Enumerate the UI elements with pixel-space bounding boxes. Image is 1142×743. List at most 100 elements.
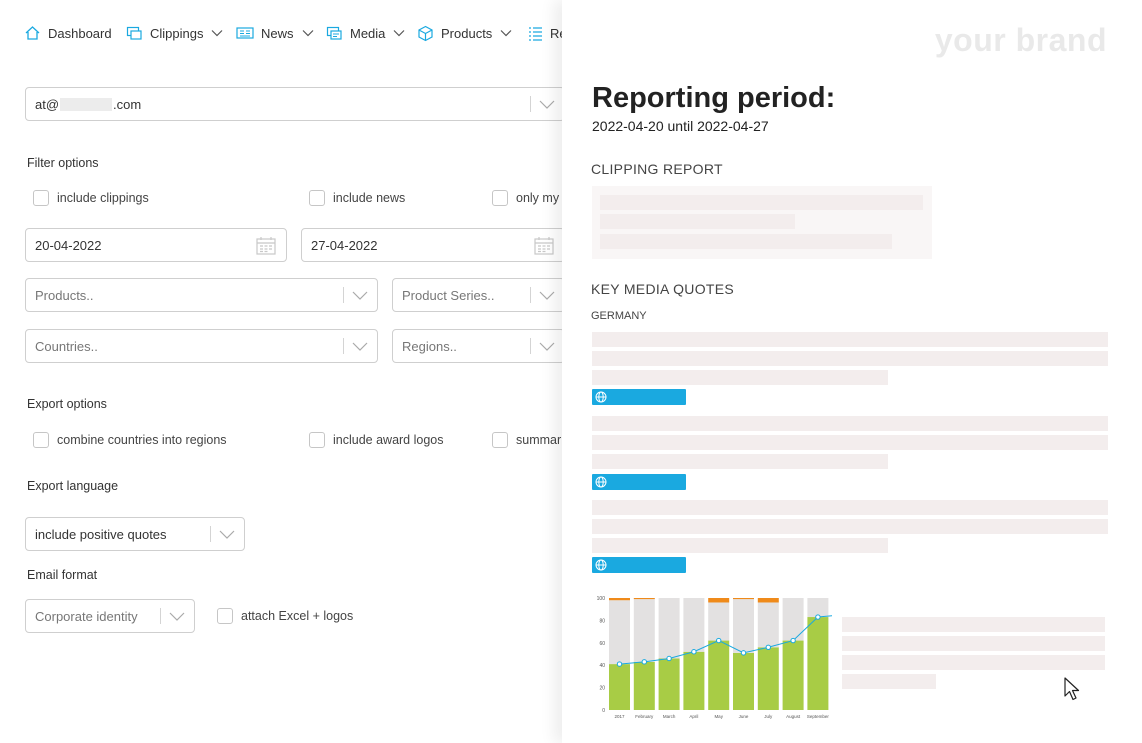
dropdown-toggle[interactable] [343, 279, 377, 311]
checkbox-box[interactable] [309, 190, 325, 206]
bar-segment [757, 602, 779, 648]
chevron-down-icon [539, 100, 555, 109]
source-link-badge[interactable] [592, 389, 686, 405]
y-tick-label: 100 [597, 596, 606, 602]
dropdown-toggle[interactable] [530, 330, 564, 362]
reporting-period-dates: 2022-04-20 until 2022-04-27 [592, 118, 769, 134]
checkbox-label: only my [516, 191, 560, 205]
checkbox-label: combine countries into regions [57, 433, 227, 447]
include-award-logos-checkbox[interactable]: include award logos [309, 432, 444, 448]
x-tick-label: June [739, 714, 749, 719]
bar-segment [609, 600, 630, 665]
nav-products-label: Products [441, 25, 493, 41]
chevron-down-icon [539, 291, 555, 300]
bar-segment [782, 640, 804, 710]
bar-segment [658, 658, 680, 710]
date-from-input[interactable]: 20-04-2022 [25, 228, 287, 262]
country-heading: GERMANY [591, 310, 647, 322]
dropdown-toggle[interactable] [530, 279, 564, 311]
nav-reports[interactable]: Re [528, 24, 567, 42]
bar-segment [757, 647, 779, 710]
media-icon [326, 26, 342, 40]
newspaper-icon [236, 27, 254, 39]
bar-segment [733, 599, 754, 653]
filter-options-title: Filter options [27, 156, 99, 170]
only-my-checkbox[interactable]: only my [492, 190, 559, 206]
dropdown-toggle[interactable] [343, 330, 377, 362]
source-link-badge[interactable] [592, 557, 686, 573]
email-format-value: Corporate identity [35, 609, 138, 624]
chevron-down-icon [212, 30, 223, 37]
products-select[interactable]: Products.. [25, 278, 378, 312]
y-tick-label: 60 [599, 641, 605, 647]
attach-excel-checkbox[interactable]: attach Excel + logos [217, 608, 353, 624]
include-news-checkbox[interactable]: include news [309, 190, 405, 206]
checkbox-label: include award logos [333, 433, 444, 447]
nav-products[interactable]: Products [417, 24, 512, 42]
combine-countries-checkbox[interactable]: combine countries into regions [33, 432, 227, 448]
date-to-input[interactable]: 27-04-2022 [301, 228, 565, 262]
dropdown-toggle[interactable] [210, 518, 244, 550]
include-clippings-checkbox[interactable]: include clippings [33, 190, 149, 206]
bar-segment [633, 598, 655, 600]
y-tick-label: 40 [599, 663, 605, 669]
email-prefix: at@ [35, 97, 60, 112]
bar-segment [782, 598, 804, 641]
x-tick-label: April [689, 714, 698, 719]
email-format-title: Email format [27, 568, 98, 582]
export-language-title: Export language [27, 479, 119, 493]
checkbox-box[interactable] [33, 432, 49, 448]
bar-segment [733, 598, 754, 600]
nav-dashboard[interactable]: Dashboard [24, 24, 112, 42]
nav-clippings[interactable]: Clippings [126, 24, 223, 42]
regions-placeholder: Regions.. [402, 339, 457, 354]
x-tick-label: May [714, 714, 723, 719]
x-tick-label: February [635, 714, 654, 719]
trend-line [619, 615, 832, 665]
bar-segment [609, 664, 630, 710]
quote-placeholder [592, 538, 888, 553]
export-language-select[interactable]: include positive quotes [25, 517, 245, 551]
email-format-select[interactable]: Corporate identity [25, 599, 195, 633]
chevron-down-icon [393, 30, 405, 37]
chevron-down-icon [219, 530, 235, 539]
y-tick-label: 0 [602, 708, 605, 714]
calendar-icon[interactable] [256, 236, 276, 255]
checkbox-label: include news [333, 191, 406, 205]
redacted-mask [60, 98, 113, 111]
globe-icon [595, 559, 607, 571]
dropdown-toggle[interactable] [160, 600, 194, 632]
calendar-icon[interactable] [534, 236, 554, 255]
clippings-icon [126, 26, 142, 40]
checkbox-label: include clippings [57, 191, 149, 205]
nav-news[interactable]: News [236, 24, 314, 42]
box-icon [418, 25, 433, 41]
bar-segment [807, 617, 829, 710]
dropdown-toggle[interactable] [530, 88, 564, 120]
nav-media-label: Media [350, 25, 386, 41]
text-placeholder [600, 234, 892, 249]
trend-point [790, 637, 796, 644]
checkbox-box[interactable] [492, 432, 508, 448]
checkbox-box[interactable] [309, 432, 325, 448]
checkbox-box[interactable] [33, 190, 49, 206]
quote-placeholder [592, 416, 1108, 431]
quote-placeholder [592, 519, 1108, 534]
text-placeholder [842, 617, 1105, 632]
source-link-badge[interactable] [592, 474, 686, 490]
summary-checkbox[interactable]: summar [492, 432, 561, 448]
regions-select[interactable]: Regions.. [392, 329, 565, 363]
trend-point [691, 649, 697, 655]
bar-segment [708, 602, 730, 641]
bar-segment [708, 598, 730, 603]
x-tick-label: March [663, 714, 676, 719]
product-series-select[interactable]: Product Series.. [392, 278, 565, 312]
globe-icon [595, 391, 607, 403]
countries-select[interactable]: Countries.. [25, 329, 378, 363]
nav-media[interactable]: Media [326, 24, 405, 42]
checkbox-box[interactable] [217, 608, 233, 624]
email-select[interactable]: at@ .com [25, 87, 565, 121]
checkbox-box[interactable] [492, 190, 508, 206]
nav-news-label: News [261, 25, 294, 41]
top-navigation: Dashboard Clippings News Media Products … [0, 0, 600, 64]
